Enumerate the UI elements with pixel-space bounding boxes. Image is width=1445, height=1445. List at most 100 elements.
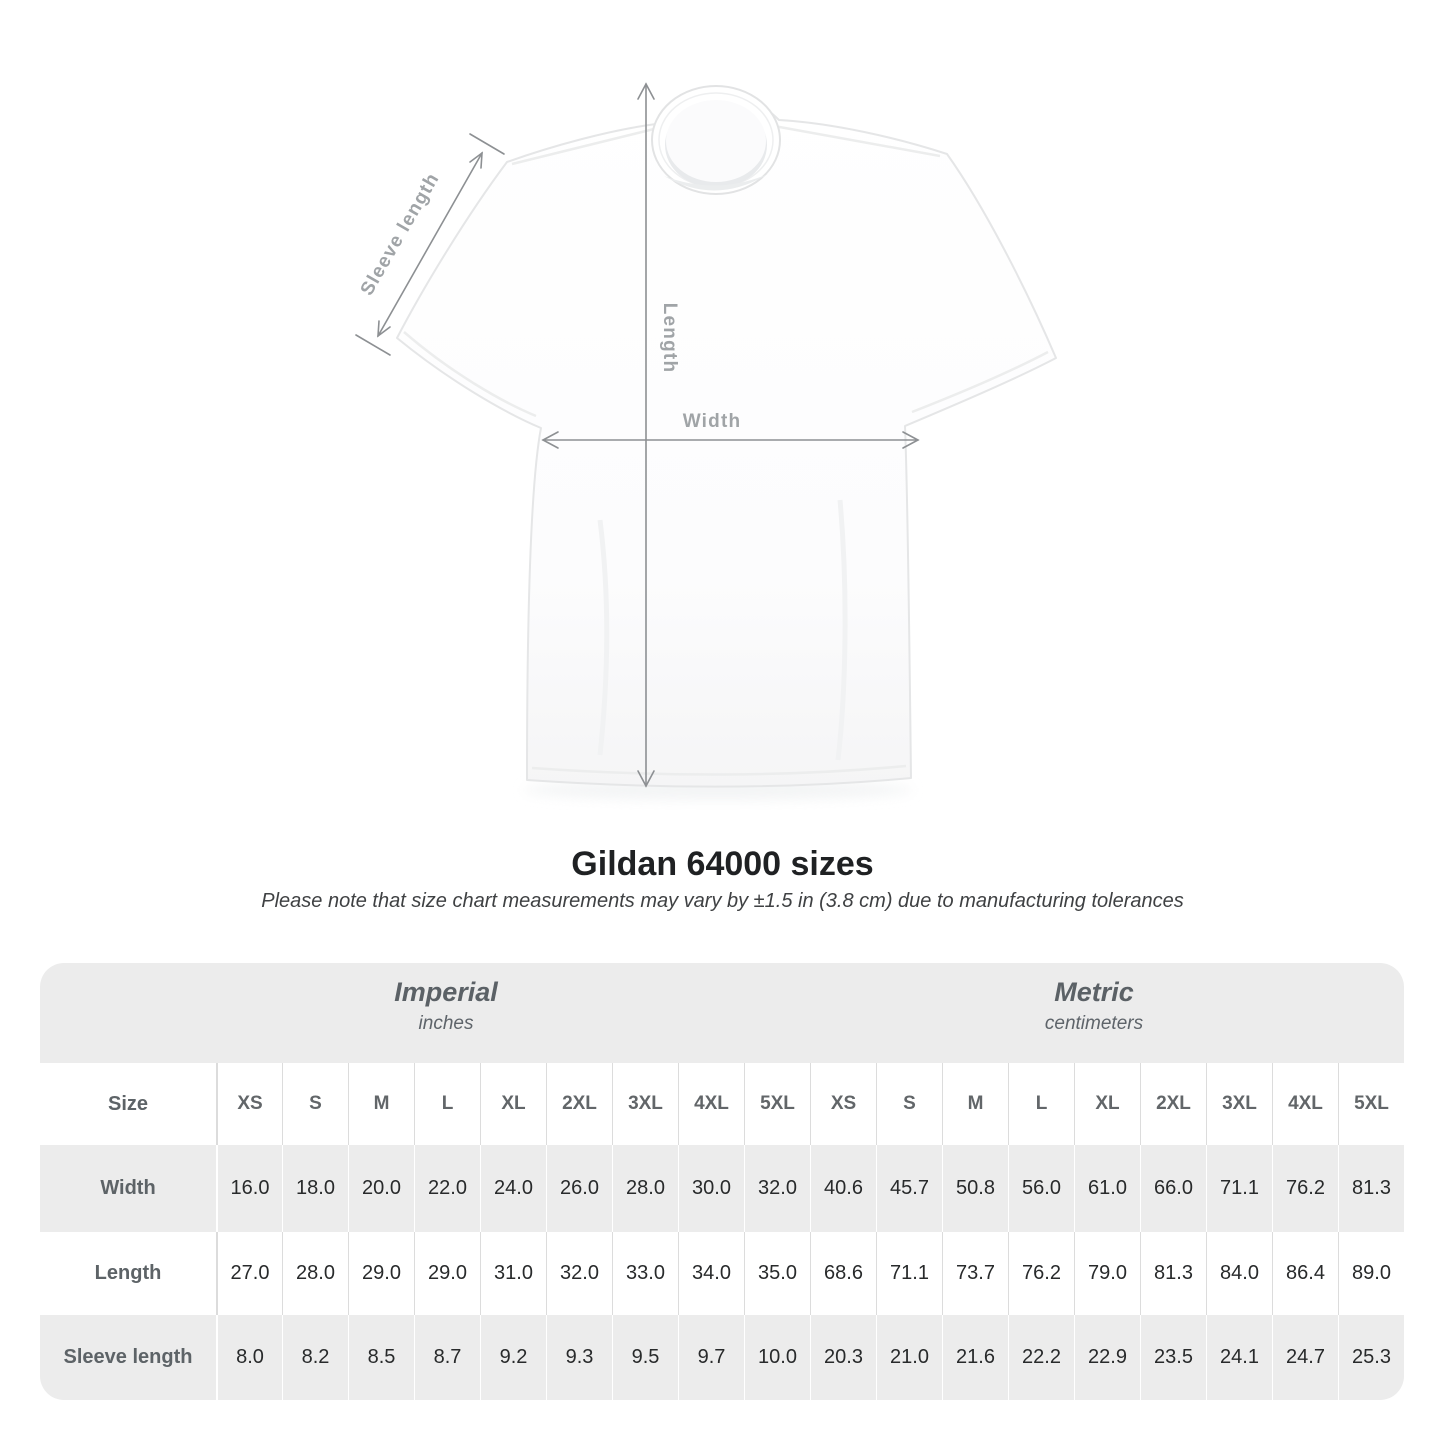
measurement-value-imperial: 28.0 <box>282 1232 348 1315</box>
size-column-header-metric: M <box>942 1063 1008 1145</box>
table-row: Length 27.0 28.0 29.0 29.0 31.0 32.0 33.0 34.0 35… <box>40 1232 1404 1315</box>
measurement-value-metric: 21.0 <box>876 1315 942 1400</box>
size-column-header-metric: L <box>1008 1063 1074 1145</box>
measurement-value-metric: 22.2 <box>1008 1315 1074 1400</box>
measurement-value-imperial: 27.0 <box>216 1232 282 1315</box>
measurement-value-imperial: 16.0 <box>216 1145 282 1232</box>
measurement-value-imperial: 35.0 <box>744 1232 810 1315</box>
measurement-value-imperial: 26.0 <box>546 1145 612 1232</box>
size-column-header-imperial: S <box>282 1063 348 1145</box>
measurement-value-imperial: 32.0 <box>546 1232 612 1315</box>
table-row: Size XS S M L XL 2XL 3XL 4XL 5XL XS S M L XL 2XL 3XL 4XL 5… <box>40 1063 1404 1145</box>
size-column-header-metric: XS <box>810 1063 876 1145</box>
imperial-header: Imperial inches <box>394 976 498 1037</box>
size-column-header-imperial: M <box>348 1063 414 1145</box>
measurement-value-imperial: 8.5 <box>348 1315 414 1400</box>
size-column-header-imperial: XS <box>216 1063 282 1145</box>
imperial-unit: inches <box>418 1013 474 1034</box>
size-column-header-imperial: 3XL <box>612 1063 678 1145</box>
tshirt-measurement-diagram: Sleeve length Length Width <box>355 82 1057 800</box>
measurement-value-imperial: 9.3 <box>546 1315 612 1400</box>
width-arrow <box>541 431 920 449</box>
size-column-header-metric: 3XL <box>1206 1063 1272 1145</box>
measurement-value-metric: 25.3 <box>1338 1315 1404 1400</box>
size-corner-label: Size <box>107 1092 149 1115</box>
measurement-value-metric: 61.0 <box>1074 1145 1140 1232</box>
measurement-row-label: Width <box>100 1177 156 1199</box>
size-column-header-metric: 4XL <box>1272 1063 1338 1145</box>
imperial-title: Imperial <box>394 977 498 1007</box>
measurement-value-imperial: 31.0 <box>480 1232 546 1315</box>
measurement-value-metric: 81.3 <box>1338 1145 1404 1232</box>
measurement-value-metric: 24.1 <box>1206 1315 1272 1400</box>
measurement-value-imperial: 32.0 <box>744 1145 810 1232</box>
measurement-value-metric: 21.6 <box>942 1315 1008 1400</box>
measurement-value-metric: 76.2 <box>1008 1232 1074 1315</box>
measurement-value-metric: 24.7 <box>1272 1315 1338 1400</box>
metric-unit: centimeters <box>1044 1013 1144 1034</box>
measurement-value-imperial: 8.0 <box>216 1315 282 1400</box>
measurement-value-metric: 86.4 <box>1272 1232 1338 1315</box>
length-label: Length <box>659 303 680 374</box>
size-column-header-imperial: L <box>414 1063 480 1145</box>
measurement-value-imperial: 30.0 <box>678 1145 744 1232</box>
measurement-value-metric: 73.7 <box>942 1232 1008 1315</box>
measurement-value-imperial: 18.0 <box>282 1145 348 1232</box>
measurement-value-imperial: 29.0 <box>414 1232 480 1315</box>
size-column-header-metric: 2XL <box>1140 1063 1206 1145</box>
measurement-value-metric: 50.8 <box>942 1145 1008 1232</box>
measurement-value-metric: 68.6 <box>810 1232 876 1315</box>
tshirt-seams <box>403 124 1049 776</box>
measurement-value-imperial: 33.0 <box>612 1232 678 1315</box>
size-column-header-imperial: XL <box>480 1063 546 1145</box>
measurement-value-metric: 66.0 <box>1140 1145 1206 1232</box>
measurement-value-metric: 79.0 <box>1074 1232 1140 1315</box>
measurement-value-metric: 76.2 <box>1272 1145 1338 1232</box>
measurement-value-imperial: 28.0 <box>612 1145 678 1232</box>
size-chart-table: Imperial inches Metric centimeters Size X… <box>40 963 1404 1400</box>
table-row: Sleeve length 8.0 8.2 8.5 8.7 9.2 9.3 9.5 9.7 10.… <box>40 1315 1404 1400</box>
table-header-band: Imperial inches Metric centimeters <box>40 963 1404 1063</box>
measurement-value-imperial: 10.0 <box>744 1315 810 1400</box>
measurement-value-imperial: 8.2 <box>282 1315 348 1400</box>
measurement-value-metric: 84.0 <box>1206 1232 1272 1315</box>
size-table-grid: Size XS S M L XL 2XL 3XL 4XL 5XL XS S M L XL 2XL 3XL 4XL 5… <box>40 1063 1404 1400</box>
size-column-header-metric: XL <box>1074 1063 1140 1145</box>
measurement-value-metric: 56.0 <box>1008 1145 1074 1232</box>
measurement-value-metric: 45.7 <box>876 1145 942 1232</box>
page-title: Gildan 64000 sizes <box>571 845 874 883</box>
size-column-header-metric: S <box>876 1063 942 1145</box>
length-arrow <box>637 82 655 788</box>
measurement-value-metric: 81.3 <box>1140 1232 1206 1315</box>
measurement-value-imperial: 9.5 <box>612 1315 678 1400</box>
measurement-value-imperial: 9.2 <box>480 1315 546 1400</box>
measurement-value-imperial: 24.0 <box>480 1145 546 1232</box>
measurement-arrows <box>355 82 920 788</box>
size-column-header-imperial: 4XL <box>678 1063 744 1145</box>
size-column-header-imperial: 2XL <box>546 1063 612 1145</box>
measurement-value-imperial: 22.0 <box>414 1145 480 1232</box>
size-column-header-imperial: 5XL <box>744 1063 810 1145</box>
metric-title: Metric <box>1054 977 1134 1007</box>
width-label: Width <box>683 411 742 432</box>
measurement-value-metric: 22.9 <box>1074 1315 1140 1400</box>
measurement-row-label: Length <box>94 1262 162 1284</box>
measurement-value-metric: 40.6 <box>810 1145 876 1232</box>
measurement-value-imperial: 29.0 <box>348 1232 414 1315</box>
measurement-value-metric: 71.1 <box>876 1232 942 1315</box>
tshirt-body <box>396 89 1057 788</box>
measurement-value-imperial: 9.7 <box>678 1315 744 1400</box>
metric-header: Metric centimeters <box>1045 976 1143 1037</box>
size-column-header-metric: 5XL <box>1338 1063 1404 1145</box>
measurement-value-metric: 89.0 <box>1338 1232 1404 1315</box>
measurement-value-metric: 71.1 <box>1206 1145 1272 1232</box>
measurement-value-metric: 20.3 <box>810 1315 876 1400</box>
sleeve-length-arrow <box>355 133 505 356</box>
page-subtitle: Please note that size chart measurements… <box>261 890 1184 912</box>
measurement-value-metric: 23.5 <box>1140 1315 1206 1400</box>
tshirt-collar <box>651 85 781 195</box>
measurement-value-imperial: 34.0 <box>678 1232 744 1315</box>
table-row: Width 16.0 18.0 20.0 22.0 24.0 26.0 28.0 30.0 32.… <box>40 1145 1404 1232</box>
measurement-value-imperial: 20.0 <box>348 1145 414 1232</box>
